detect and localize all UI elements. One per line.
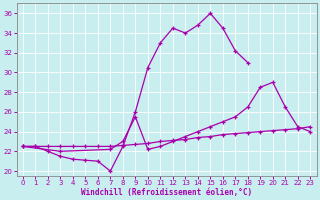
X-axis label: Windchill (Refroidissement éolien,°C): Windchill (Refroidissement éolien,°C) xyxy=(81,188,252,197)
